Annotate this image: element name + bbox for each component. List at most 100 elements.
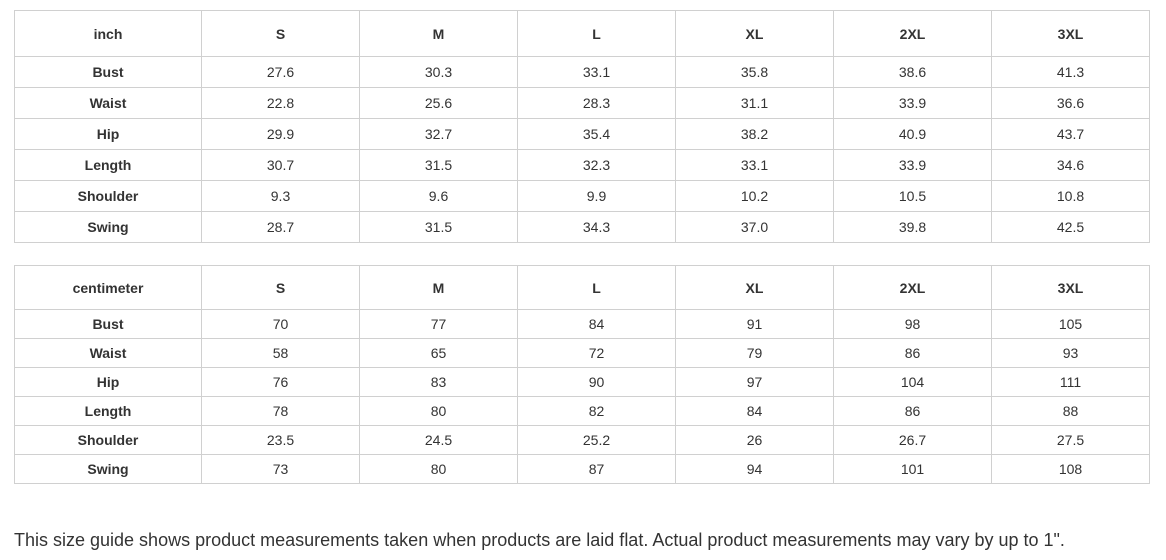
measurement-value: 32.3 (517, 149, 676, 181)
measurement-value: 35.4 (517, 118, 676, 150)
measurement-value: 65 (359, 338, 518, 368)
measurement-value: 25.2 (517, 425, 676, 455)
measurement-value: 31.5 (359, 211, 518, 243)
measurement-label: Length (14, 149, 202, 181)
measurement-value: 76 (201, 367, 360, 397)
measurement-value: 105 (991, 309, 1150, 339)
table-row: Length 78 80 82 84 86 88 (14, 396, 1150, 426)
measurement-value: 28.7 (201, 211, 360, 243)
measurement-value: 97 (675, 367, 834, 397)
table-row: Bust 27.6 30.3 33.1 35.8 38.6 41.3 (14, 56, 1150, 88)
table-row: Swing 73 80 87 94 101 108 (14, 454, 1150, 484)
measurement-label: Waist (14, 338, 202, 368)
measurement-value: 73 (201, 454, 360, 484)
measurement-value: 91 (675, 309, 834, 339)
size-header: M (359, 265, 518, 310)
measurement-value: 86 (833, 338, 992, 368)
measurement-value: 80 (359, 396, 518, 426)
measurement-value: 104 (833, 367, 992, 397)
measurement-value: 30.7 (201, 149, 360, 181)
measurement-value: 87 (517, 454, 676, 484)
measurement-value: 83 (359, 367, 518, 397)
measurement-value: 10.5 (833, 180, 992, 212)
measurement-value: 9.3 (201, 180, 360, 212)
measurement-value: 79 (675, 338, 834, 368)
measurement-value: 93 (991, 338, 1150, 368)
measurement-value: 111 (991, 367, 1150, 397)
unit-header: inch (14, 10, 202, 57)
measurement-label: Swing (14, 454, 202, 484)
size-header: XL (675, 10, 834, 57)
size-header: 2XL (833, 10, 992, 57)
measurement-value: 84 (517, 309, 676, 339)
measurement-value: 27.5 (991, 425, 1150, 455)
measurement-value: 42.5 (991, 211, 1150, 243)
size-header: 3XL (991, 10, 1150, 57)
size-header: L (517, 10, 676, 57)
size-header: L (517, 265, 676, 310)
measurement-value: 88 (991, 396, 1150, 426)
measurement-value: 38.6 (833, 56, 992, 88)
table-row: Length 30.7 31.5 32.3 33.1 33.9 34.6 (14, 149, 1150, 181)
table-row: Waist 22.8 25.6 28.3 31.1 33.9 36.6 (14, 87, 1150, 119)
measurement-value: 36.6 (991, 87, 1150, 119)
table-row: Shoulder 23.5 24.5 25.2 26 26.7 27.5 (14, 425, 1150, 455)
measurement-value: 34.3 (517, 211, 676, 243)
measurement-value: 25.6 (359, 87, 518, 119)
size-header: 3XL (991, 265, 1150, 310)
measurement-value: 33.9 (833, 87, 992, 119)
inch-size-table: inch S M L XL 2XL 3XL Bust 27.6 30.3 33.1 35.8 38.6 4… (14, 10, 1150, 243)
measurement-value: 108 (991, 454, 1150, 484)
measurement-label: Swing (14, 211, 202, 243)
measurement-value: 28.3 (517, 87, 676, 119)
measurement-value: 82 (517, 396, 676, 426)
measurement-value: 84 (675, 396, 834, 426)
measurement-value: 70 (201, 309, 360, 339)
measurement-value: 58 (201, 338, 360, 368)
measurement-value: 37.0 (675, 211, 834, 243)
measurement-value: 31.1 (675, 87, 834, 119)
table-row: Bust 70 77 84 91 98 105 (14, 309, 1150, 339)
measurement-value: 98 (833, 309, 992, 339)
table-row: Waist 58 65 72 79 86 93 (14, 338, 1150, 368)
header-row: inch S M L XL 2XL 3XL (14, 10, 1150, 57)
measurement-value: 34.6 (991, 149, 1150, 181)
measurement-value: 77 (359, 309, 518, 339)
measurement-label: Length (14, 396, 202, 426)
centimeter-size-table: centimeter S M L XL 2XL 3XL Bust 70 77 84 91 98 105 Wa… (14, 265, 1150, 484)
measurement-value: 9.9 (517, 180, 676, 212)
measurement-label: Hip (14, 367, 202, 397)
header-row: centimeter S M L XL 2XL 3XL (14, 265, 1150, 310)
measurement-value: 23.5 (201, 425, 360, 455)
measurement-value: 24.5 (359, 425, 518, 455)
measurement-label: Shoulder (14, 425, 202, 455)
size-header: 2XL (833, 265, 992, 310)
measurement-value: 43.7 (991, 118, 1150, 150)
measurement-value: 101 (833, 454, 992, 484)
measurement-value: 41.3 (991, 56, 1150, 88)
measurement-value: 33.1 (675, 149, 834, 181)
measurement-value: 33.1 (517, 56, 676, 88)
size-header: S (201, 265, 360, 310)
measurement-value: 10.8 (991, 180, 1150, 212)
measurement-value: 94 (675, 454, 834, 484)
size-guide-note: This size guide shows product measuremen… (14, 530, 1065, 550)
measurement-value: 40.9 (833, 118, 992, 150)
measurement-label: Waist (14, 87, 202, 119)
measurement-value: 9.6 (359, 180, 518, 212)
measurement-value: 72 (517, 338, 676, 368)
measurement-value: 22.8 (201, 87, 360, 119)
measurement-value: 39.8 (833, 211, 992, 243)
measurement-label: Bust (14, 309, 202, 339)
measurement-value: 10.2 (675, 180, 834, 212)
measurement-value: 27.6 (201, 56, 360, 88)
table-row: Swing 28.7 31.5 34.3 37.0 39.8 42.5 (14, 211, 1150, 243)
measurement-value: 35.8 (675, 56, 834, 88)
measurement-value: 86 (833, 396, 992, 426)
measurement-value: 90 (517, 367, 676, 397)
table-row: Shoulder 9.3 9.6 9.9 10.2 10.5 10.8 (14, 180, 1150, 212)
measurement-value: 33.9 (833, 149, 992, 181)
unit-header: centimeter (14, 265, 202, 310)
size-header: XL (675, 265, 834, 310)
measurement-label: Hip (14, 118, 202, 150)
